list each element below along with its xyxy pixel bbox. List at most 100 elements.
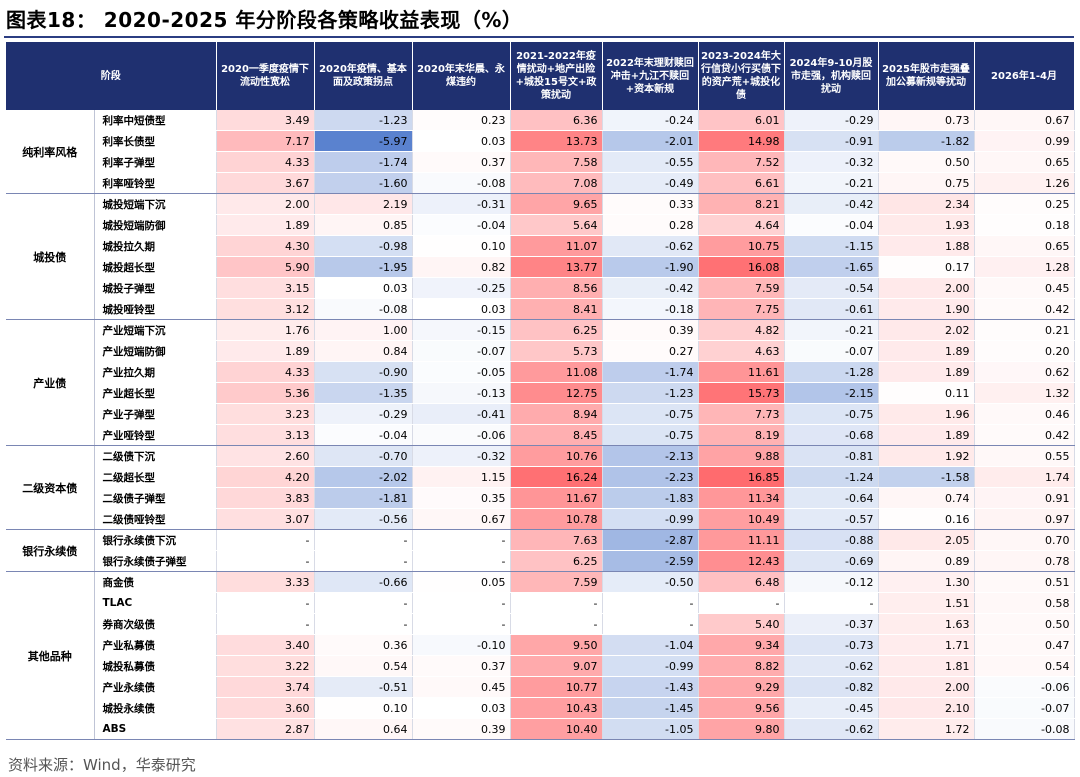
return-cell: 0.36 [314, 634, 413, 656]
return-cell: 4.63 [698, 340, 785, 362]
return-cell: 3.49 [216, 110, 315, 131]
return-cell: -1.23 [602, 382, 699, 404]
table-row: 纯利率风格 利率中短债型 3.49 -1.23 0.23 6.36 -0.24 6.01 -0.… [6, 110, 1075, 194]
return-cell: -2.13 [602, 445, 699, 467]
return-cell: -1.23 [314, 110, 413, 131]
return-cell: -1.15 [784, 235, 879, 257]
return-cell: -0.07 [784, 340, 879, 362]
return-cell: 2.19 [314, 193, 413, 215]
return-cell: -0.05 [412, 361, 511, 383]
return-cell: -2.87 [602, 529, 699, 551]
return-cell: 0.39 [412, 718, 511, 740]
strategy-name: 产业永续债 [94, 676, 217, 698]
header-stage: 阶段 [6, 42, 217, 110]
return-cell: 5.36 [216, 382, 315, 404]
strategy-name: 产业子弹型 [94, 403, 217, 425]
return-cell: 11.61 [698, 361, 785, 383]
return-cell: -1.24 [784, 466, 879, 488]
return-cell: -0.24 [602, 110, 699, 131]
return-cell: 8.19 [698, 424, 785, 446]
return-cell: 1.96 [878, 403, 975, 425]
strategy-name: 商金债 [94, 571, 217, 593]
return-cell: 3.60 [216, 697, 315, 719]
return-cell: 0.27 [602, 340, 699, 362]
return-cell: 0.03 [412, 697, 511, 719]
return-cell: -0.62 [602, 235, 699, 257]
return-cell: 2.00 [878, 676, 975, 698]
return-cell: -0.08 [314, 298, 413, 320]
return-cell: 0.35 [412, 487, 511, 509]
strategy-name: 二级超长型 [94, 466, 217, 488]
return-cell: 1.26 [974, 172, 1075, 194]
return-cell: 0.37 [412, 655, 511, 677]
return-cell: 0.05 [412, 571, 511, 593]
return-cell: 4.33 [216, 361, 315, 383]
header-col-3: 2020年末华晨、永煤违约 [412, 42, 511, 110]
return-cell: 16.08 [698, 256, 785, 278]
return-cell: 1.93 [878, 214, 975, 236]
return-cell: - [412, 613, 511, 635]
return-cell: 7.75 [698, 298, 785, 320]
return-cell: 5.40 [698, 613, 785, 635]
return-cell: 2.02 [878, 319, 975, 341]
strategy-name: 城投子弹型 [94, 277, 217, 299]
return-cell: 0.73 [878, 110, 975, 131]
return-cell: -0.56 [314, 508, 413, 530]
return-cell: 2.10 [878, 697, 975, 719]
header-col-7: 2024年9-10月股市走强，机构赎回扰动 [784, 42, 879, 110]
table-row: 产业超长型 5.36 -1.35 -0.13 12.75 -1.23 15.73 -2.15 0… [6, 382, 1075, 404]
return-cell: 1.30 [878, 571, 975, 593]
return-cell: 0.74 [878, 487, 975, 509]
return-cell: -0.29 [784, 110, 879, 131]
return-cell: 7.59 [698, 277, 785, 299]
return-cell: -1.74 [314, 151, 413, 173]
return-cell: 0.67 [974, 110, 1075, 131]
return-cell: 8.82 [698, 655, 785, 677]
return-cell: -1.28 [784, 361, 879, 383]
table-row: 产业短端防御 1.89 0.84 -0.07 5.73 0.27 4.63 -0.07 1.89… [6, 340, 1075, 362]
table-row: 城投短端防御 1.89 0.85 -0.04 5.64 0.28 4.64 -0.04 1.93… [6, 214, 1075, 236]
return-cell: 0.11 [878, 382, 975, 404]
return-cell: 2.87 [216, 718, 315, 740]
return-cell: 9.80 [698, 718, 785, 740]
return-cell: -0.06 [412, 424, 511, 446]
return-cell: 3.40 [216, 634, 315, 656]
return-cell: -1.82 [878, 130, 975, 152]
strategy-name: 城投私募债 [94, 655, 217, 677]
return-cell: 7.59 [510, 571, 603, 593]
table-row: 产业哑铃型 3.13 -0.04 -0.06 8.45 -0.75 8.19 -0.68 1.8… [6, 424, 1075, 446]
return-cell: 10.75 [698, 235, 785, 257]
return-cell: 13.73 [510, 130, 603, 152]
return-cell: -0.99 [602, 655, 699, 677]
return-cell: 1.71 [878, 634, 975, 656]
strategy-name: 利率哑铃型 [94, 172, 217, 194]
table-body: 纯利率风格 利率中短债型 3.49 -1.23 0.23 6.36 -0.24 6.01 -0.… [6, 110, 1075, 740]
return-cell: 4.20 [216, 466, 315, 488]
return-cell: 1.81 [878, 655, 975, 677]
return-cell: 0.85 [314, 214, 413, 236]
strategy-name: 利率中短债型 [94, 110, 217, 131]
return-cell: -2.15 [784, 382, 879, 404]
table-row: 二级超长型 4.20 -2.02 1.15 16.24 -2.23 16.85 -1.24 -1… [6, 466, 1075, 488]
return-cell: 0.37 [412, 151, 511, 173]
return-cell: - [216, 550, 315, 572]
return-cell: -0.13 [412, 382, 511, 404]
return-cell: 0.91 [974, 487, 1075, 509]
return-cell: -1.81 [314, 487, 413, 509]
return-cell: 0.10 [412, 235, 511, 257]
return-cell: 10.76 [510, 445, 603, 467]
return-cell: -1.58 [878, 466, 975, 488]
return-cell: 5.64 [510, 214, 603, 236]
return-cell: -0.08 [412, 172, 511, 194]
return-cell: -0.91 [784, 130, 879, 152]
return-cell: -0.15 [412, 319, 511, 341]
table-row: 二级债哑铃型 3.07 -0.56 0.67 10.78 -0.99 10.49 -0.57 0… [6, 508, 1075, 530]
return-cell: -0.54 [784, 277, 879, 299]
return-cell: 0.18 [974, 214, 1075, 236]
return-cell: -0.06 [974, 676, 1075, 698]
return-cell: 10.77 [510, 676, 603, 698]
return-cell: 1.15 [412, 466, 511, 488]
figure-title: 图表18： 2020-2025 年分阶段各策略收益表现（%） [6, 8, 523, 32]
return-cell: 0.03 [412, 130, 511, 152]
return-cell: 0.45 [412, 676, 511, 698]
